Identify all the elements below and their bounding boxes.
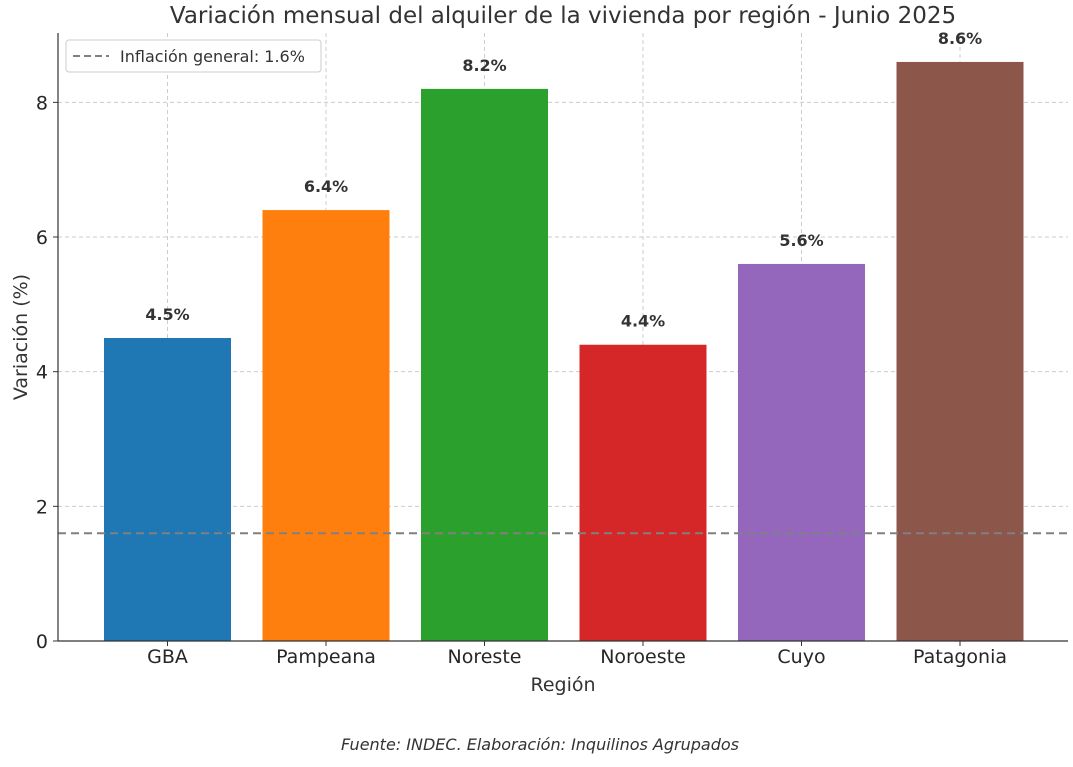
- bars: [104, 61, 1024, 641]
- bar-noreste: [421, 88, 548, 641]
- x-axis-label: Región: [530, 674, 595, 696]
- y-tick-label: 0: [36, 631, 48, 653]
- x-tick-label: Noreste: [448, 646, 522, 668]
- data-label: 5.6%: [779, 231, 823, 250]
- x-tick-label: Pampeana: [276, 646, 376, 668]
- bar-gba: [104, 338, 231, 641]
- bar-pampeana: [262, 210, 390, 641]
- bar-noroeste: [579, 344, 707, 641]
- y-tick-label: 6: [36, 227, 48, 249]
- y-axis-label: Variación (%): [10, 274, 32, 400]
- bar-patagonia: [896, 61, 1024, 641]
- data-label: 8.6%: [938, 29, 982, 48]
- source-note: Fuente: INDEC. Elaboración: Inquilinos A…: [341, 735, 739, 754]
- y-tick-label: 8: [36, 92, 48, 114]
- legend-entry-label: Inflación general: 1.6%: [120, 47, 305, 66]
- bar-cuyo: [738, 263, 865, 641]
- data-label: 4.4%: [621, 312, 665, 331]
- data-labels: 4.5% 6.4% 8.2% 4.4% 5.6% 8.6%: [145, 29, 982, 331]
- x-tick-label: GBA: [147, 646, 188, 668]
- x-tick-label: Cuyo: [777, 646, 825, 668]
- x-tick-label: Noroeste: [600, 646, 686, 668]
- data-label: 8.2%: [462, 56, 506, 75]
- legend: Inflación general: 1.6%: [65, 39, 322, 73]
- x-tick-label: Patagonia: [913, 646, 1007, 668]
- data-label: 6.4%: [304, 177, 348, 196]
- y-tick-label: 4: [36, 362, 48, 384]
- axes: 0 2 4 6 8 GBA Pampeana Noreste Noroeste Cuyo Patag…: [36, 33, 1068, 668]
- legend-box: [65, 39, 322, 73]
- data-label: 4.5%: [145, 305, 189, 324]
- y-tick-label: 2: [36, 496, 48, 518]
- chart-title: Variación mensual del alquiler de la viv…: [170, 3, 956, 29]
